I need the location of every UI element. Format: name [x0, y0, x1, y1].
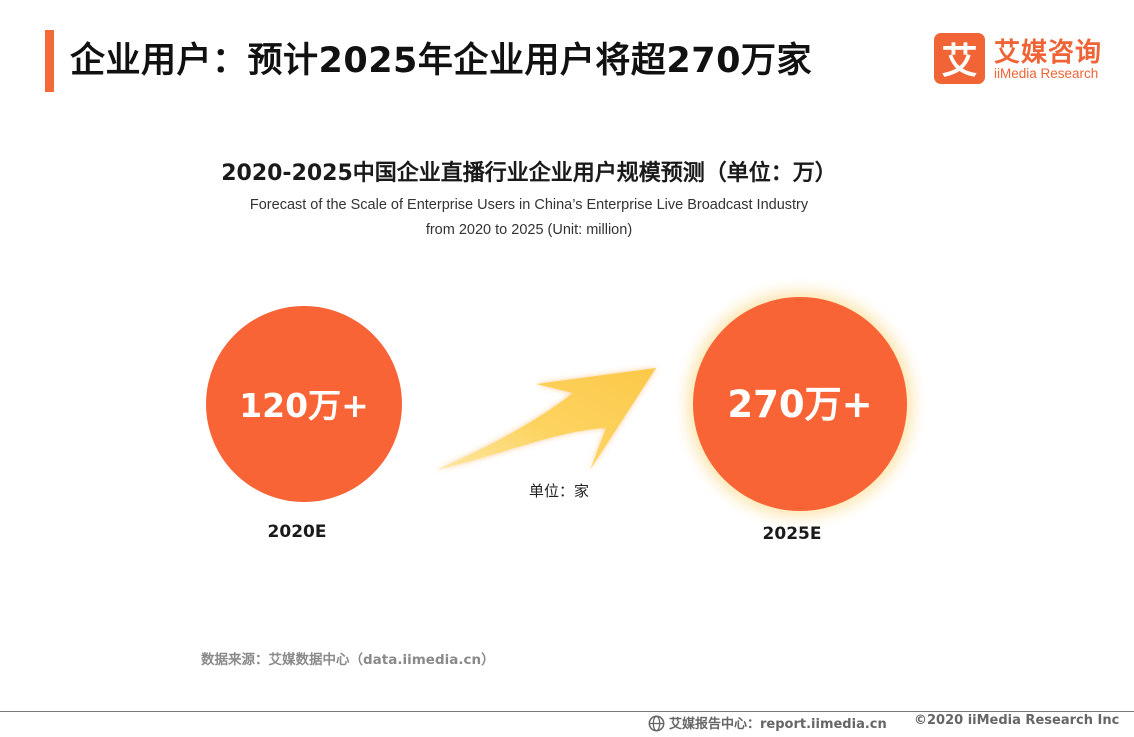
logo-mark-icon: 艾	[934, 33, 985, 84]
page-title: 企业用户：预计2025年企业用户将超270万家	[70, 41, 812, 81]
bubble-2025E	[693, 297, 907, 511]
bubble-2020E	[206, 306, 402, 502]
footer-report-center: 艾媒报告中心：report.iimedia.cn	[648, 713, 887, 732]
footer-divider	[0, 711, 1134, 712]
svg-text:艾: 艾	[941, 41, 977, 82]
footer-report-text: 艾媒报告中心：report.iimedia.cn	[669, 717, 887, 732]
chart-title: 2020-2025中国企业直播行业企业用户规模预测（单位：万）	[221, 161, 837, 186]
brand-logo: 艾 艾媒咨询 iiMedia Research	[934, 33, 1114, 85]
chart-subtitle-line1: Forecast of the Scale of Enterprise User…	[249, 197, 809, 213]
growth-arrow-icon	[436, 368, 656, 470]
chart-subtitle: Forecast of the Scale of Enterprise User…	[230, 193, 828, 243]
unit-note: 单位：家	[529, 482, 589, 500]
data-label-2020E: 120万+	[239, 386, 369, 425]
title-accent-bar	[45, 30, 54, 92]
footer-copyright: ©2020 iiMedia Research Inc	[914, 713, 1120, 728]
chart-subtitle-line2: from 2020 to 2025 (Unit: million)	[425, 222, 633, 238]
logo-text-en: iiMedia Research	[994, 66, 1099, 81]
category-label-2020E: 2020E	[268, 522, 327, 542]
data-source: 数据来源：艾媒数据中心（data.iimedia.cn）	[201, 652, 495, 668]
category-label-2025E: 2025E	[763, 524, 822, 544]
data-label-2025E: 270万+	[727, 383, 872, 426]
logo-text-cn: 艾媒咨询	[994, 38, 1103, 68]
globe-icon	[648, 715, 665, 732]
